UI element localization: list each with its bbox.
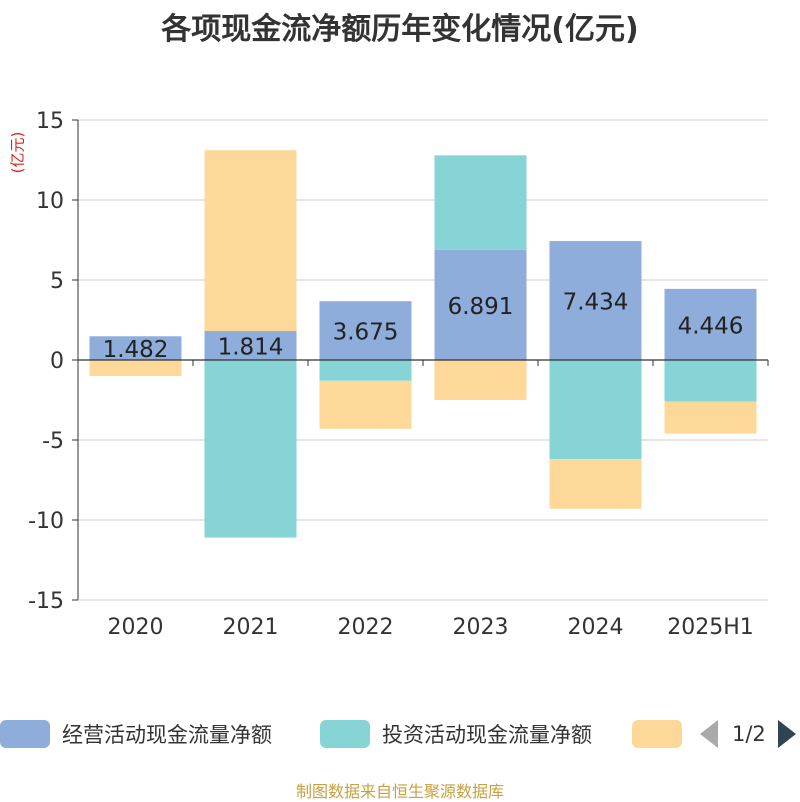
- legend-page-indicator: 1/2: [732, 722, 766, 746]
- x-tick-label: 2025H1: [667, 615, 754, 640]
- bar-2021-series-2: [204, 150, 297, 331]
- x-tick-label: 2020: [108, 615, 164, 640]
- triangle-right-icon[interactable]: [777, 720, 796, 748]
- y-tick-label: -5: [42, 429, 64, 454]
- y-tick-label: 15: [36, 109, 64, 134]
- data-label: 4.446: [678, 313, 744, 339]
- axes: 15 10 5 0 -5 -10 -15 2020 2021 2022 2023 2024 2025H1: [28, 109, 769, 640]
- bar-2022-series-0: [319, 301, 412, 360]
- legend-swatch: [0, 720, 50, 748]
- bar-2024-series-0: [549, 241, 642, 360]
- bar-2022-series-1: [319, 360, 412, 381]
- bar-2024-series-1: [549, 360, 642, 460]
- bar-2021-series-0: [204, 330, 297, 360]
- bar-2020-series-0: [89, 336, 182, 360]
- data-source-footer: 制图数据来自恒生聚源数据库: [295, 782, 504, 801]
- bar-2023-series-2: [434, 360, 527, 400]
- bars: [89, 150, 757, 538]
- bar-2022-series-2: [319, 380, 412, 429]
- bar-chart: 15 10 5 0 -5 -10 -15 2020 2021 2022 2023 2024 2025H1…: [28, 109, 769, 640]
- bar-2023-series-1: [434, 155, 527, 250]
- legend-label: 经营活动现金流量净额: [62, 723, 272, 747]
- x-tick-label: 2021: [223, 615, 279, 640]
- y-tick-label: -10: [28, 509, 64, 534]
- data-label: 3.675: [333, 320, 399, 346]
- x-tick-label: 2022: [338, 615, 394, 640]
- x-tick-label: 2024: [568, 615, 624, 640]
- legend: 经营活动现金流量净额 投资活动现金流量净额 1/2: [0, 716, 800, 752]
- legend-label: 投资活动现金流量净额: [382, 723, 592, 747]
- data-label: 1.482: [103, 337, 169, 363]
- bar-2025H1-series-0: [664, 288, 757, 360]
- chart-title: 各项现金流净额历年变化情况(亿元): [161, 12, 639, 47]
- legend-item-investing[interactable]: 投资活动现金流量净额: [320, 716, 592, 752]
- bar-2024-series-2: [549, 459, 642, 509]
- legend-item-operating[interactable]: 经营活动现金流量净额: [0, 716, 272, 752]
- legend-swatch: [632, 720, 682, 748]
- data-label: 6.891: [448, 294, 514, 320]
- bar-2025H1-series-1: [664, 360, 757, 402]
- y-tick-label: 5: [50, 269, 64, 294]
- bar-2025H1-series-2: [664, 401, 757, 434]
- data-label: 7.434: [563, 290, 629, 316]
- y-tick-label: 0: [50, 349, 64, 374]
- bar-2020-series-2: [89, 360, 182, 376]
- data-labels: 1.482 1.814 3.675 6.891 7.434 4.446: [103, 290, 744, 364]
- legend-swatch: [320, 720, 370, 748]
- triangle-left-icon[interactable]: [700, 720, 718, 748]
- data-label: 1.814: [218, 334, 284, 360]
- legend-item-financing[interactable]: [632, 716, 694, 752]
- y-tick-label: 10: [36, 189, 64, 214]
- x-tick-label: 2023: [453, 615, 509, 640]
- bar-2023-series-0: [434, 249, 527, 360]
- y-tick-label: -15: [28, 589, 64, 614]
- legend-pager: 1/2: [700, 716, 796, 752]
- bar-2021-series-1: [204, 360, 297, 538]
